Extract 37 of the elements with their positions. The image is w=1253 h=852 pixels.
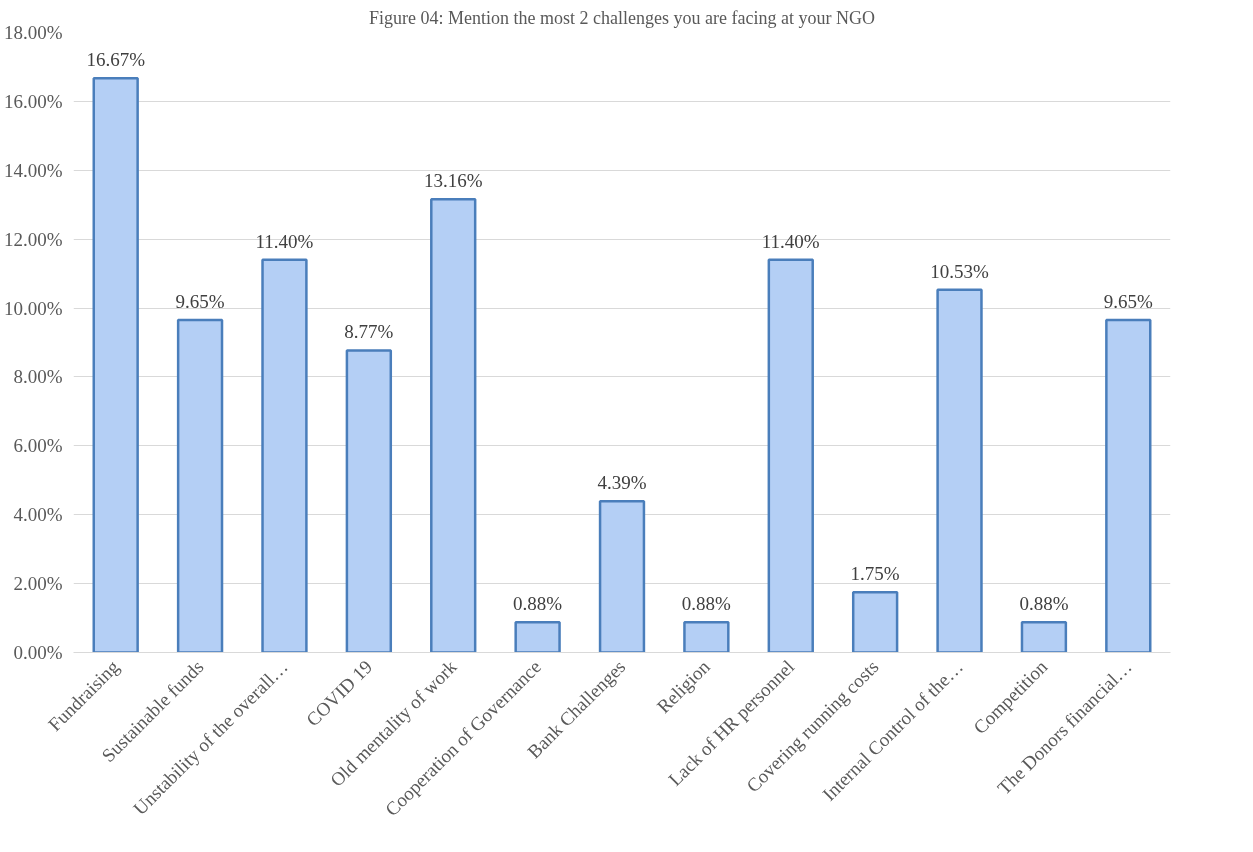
y-tick-label: 6.00% [13, 435, 63, 457]
y-tick-label: 18.00% [3, 22, 63, 43]
y-tick-label: 10.00% [3, 297, 63, 319]
data-label: 0.88% [513, 593, 563, 615]
y-tick-label: 16.00% [3, 90, 63, 112]
data-label: 1.75% [850, 563, 900, 585]
y-tick-label: 0.00% [13, 642, 63, 663]
y-tick-label: 14.00% [3, 159, 63, 181]
bar [851, 590, 899, 653]
data-label: 0.88% [681, 593, 732, 615]
data-label: 10.53% [930, 260, 989, 282]
y-tick-label: 8.00% [13, 366, 63, 388]
bar [345, 349, 393, 653]
bar [683, 620, 730, 653]
bar [514, 620, 561, 653]
data-label: 9.65% [175, 291, 225, 313]
data-label: 11.40% [255, 230, 314, 252]
bar [1020, 620, 1068, 653]
bar [261, 258, 308, 653]
bar [1105, 318, 1152, 653]
y-tick-label: 12.00% [3, 228, 63, 250]
bar [92, 77, 139, 653]
y-tick-label: 4.00% [13, 504, 63, 526]
data-label: 16.67% [86, 49, 146, 71]
data-label: 9.65% [1103, 291, 1154, 313]
bar [936, 288, 983, 653]
data-label: 0.88% [1019, 593, 1069, 615]
data-label: 8.77% [344, 321, 394, 343]
chart-title: Figure 04: Mention the most 2 challenges you are facing at your NGO [369, 7, 875, 28]
bar [430, 197, 477, 653]
data-label: 13.16% [423, 170, 483, 192]
bar [767, 258, 814, 653]
bar [176, 318, 224, 653]
data-label: 11.40% [761, 230, 820, 252]
y-tick-label: 2.00% [13, 573, 63, 595]
data-label: 4.39% [597, 472, 647, 494]
bar [598, 500, 646, 653]
